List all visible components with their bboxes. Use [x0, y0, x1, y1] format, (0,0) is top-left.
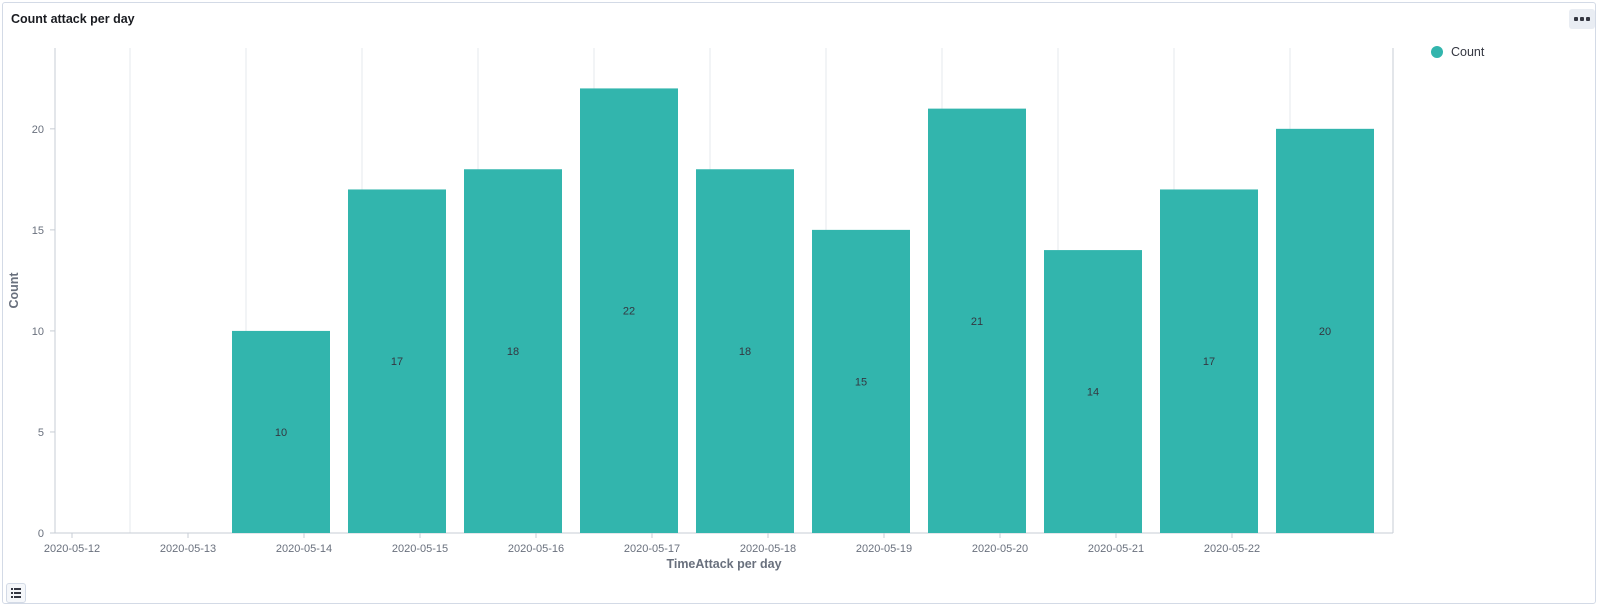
bar — [1276, 128, 1374, 534]
x-tick-label: 2020-05-21 — [1088, 543, 1144, 555]
x-tick-label: 2020-05-12 — [44, 543, 100, 555]
bar-value-label: 14 — [1087, 387, 1099, 399]
legend-item-count[interactable]: Count — [1431, 45, 1484, 59]
x-tick-label: 2020-05-18 — [740, 543, 796, 555]
bar-value-label: 22 — [623, 306, 635, 318]
bar — [1044, 250, 1142, 534]
list-icon — [7, 584, 25, 602]
panel-options-button[interactable] — [1569, 9, 1595, 29]
legend-toggle-button[interactable] — [6, 583, 26, 603]
x-axis-title: TimeAttack per day — [666, 557, 781, 571]
bar — [580, 88, 678, 534]
x-tick-label: 2020-05-14 — [276, 543, 332, 555]
bar-value-label: 20 — [1319, 326, 1331, 338]
x-tick-label: 2020-05-15 — [392, 543, 448, 555]
bar — [464, 169, 562, 533]
legend-color-dot — [1431, 46, 1443, 58]
y-axis-title: Count — [7, 272, 21, 309]
x-tick-label: 2020-05-17 — [624, 543, 680, 555]
x-tick-label: 2020-05-16 — [508, 543, 564, 555]
ellipsis-icon — [1580, 17, 1584, 21]
ellipsis-icon — [1574, 17, 1578, 21]
y-tick-label: 5 — [38, 427, 44, 439]
bar — [928, 108, 1026, 533]
bar-value-label: 17 — [391, 356, 403, 368]
x-tick-label: 2020-05-13 — [160, 543, 216, 555]
bar — [696, 169, 794, 533]
bar-value-label: 10 — [275, 427, 287, 439]
bar-value-label: 15 — [855, 376, 867, 388]
y-tick-label: 20 — [32, 124, 44, 136]
bar-value-label: 21 — [971, 316, 983, 328]
y-tick-label: 0 — [38, 528, 44, 540]
y-tick-label: 10 — [32, 326, 44, 338]
legend-item-label: Count — [1451, 45, 1485, 59]
x-tick-label: 2020-05-22 — [1204, 543, 1260, 555]
y-tick-label: 15 — [32, 225, 44, 237]
bar — [812, 229, 910, 533]
bar — [1160, 189, 1258, 534]
bar-value-label: 17 — [1203, 356, 1215, 368]
bar — [232, 330, 330, 533]
ellipsis-icon — [1586, 17, 1590, 21]
bar-value-label: 18 — [739, 346, 751, 358]
panel-title: Count attack per day — [11, 12, 135, 26]
bar — [348, 189, 446, 534]
x-tick-label: 2020-05-19 — [856, 543, 912, 555]
x-tick-label: 2020-05-20 — [972, 543, 1028, 555]
bar-value-label: 18 — [507, 346, 519, 358]
